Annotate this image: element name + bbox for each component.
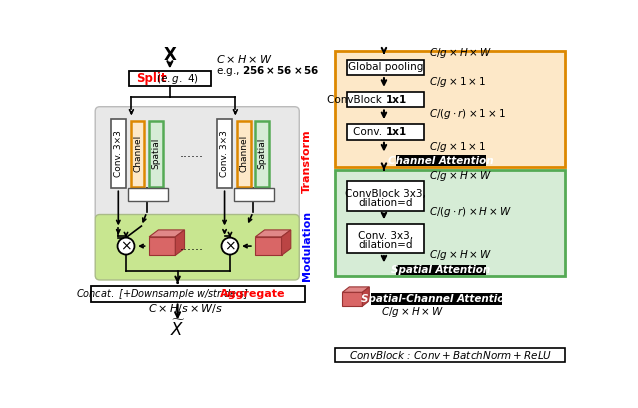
Text: $C/g\times 1\times 1$: $C/g\times 1\times 1$ [429,75,486,89]
Text: ConvBlock: ConvBlock [327,95,385,105]
Text: Channel Attention: Channel Attention [388,155,494,166]
Text: 1x1: 1x1 [385,95,407,105]
Text: Spatial: Spatial [258,138,267,169]
Text: Modulation: Modulation [302,211,312,281]
Polygon shape [343,287,369,292]
Text: Spatial-Channel Attention: Spatial-Channel Attention [361,294,512,304]
Text: Conv. 3×3: Conv. 3×3 [220,130,229,177]
Bar [347,60,424,75]
Text: Transform: Transform [302,130,312,193]
Bar [149,121,163,187]
Text: Channel: Channel [133,135,142,172]
Text: dilation=d: dilation=d [359,198,413,208]
Bar [396,155,486,166]
Text: ×: × [224,239,236,253]
Text: $C/g\times 1\times 1$: $C/g\times 1\times 1$ [429,140,486,154]
Text: $C/(g\cdot r)\times 1\times 1$: $C/(g\cdot r)\times 1\times 1$ [429,107,506,122]
Text: ......: ...... [179,239,204,253]
Text: $C\times H/s\times W/s$: $C\times H/s\times W/s$ [147,302,223,315]
Bar [237,121,251,187]
Bar [371,293,501,305]
Bar [128,188,168,202]
Bar [347,182,424,211]
Text: ConvBlock 3x3,: ConvBlock 3x3, [345,189,426,199]
Text: Spatial Attention: Spatial Attention [391,265,491,275]
Text: Aggregate: Aggregate [219,289,285,299]
Bar [255,121,269,187]
Text: $C/g\times H\times W$: $C/g\times H\times W$ [429,46,493,60]
FancyBboxPatch shape [95,107,299,221]
Text: Channel: Channel [239,135,248,172]
Polygon shape [281,230,291,255]
FancyBboxPatch shape [95,215,299,280]
Bar [91,286,305,302]
Text: e.g., $\mathbf{256\times56\times56}$: e.g., $\mathbf{256\times56\times56}$ [216,64,320,78]
Bar [347,124,424,140]
Text: 1x1: 1x1 [385,127,407,137]
Polygon shape [255,230,291,237]
Bar [336,51,565,167]
Text: $C/g\times H\times W$: $C/g\times H\times W$ [429,169,493,183]
Text: ×: × [120,239,132,253]
Text: dilation=d: dilation=d [359,240,413,251]
Text: $(e.g.\ 4)$: $(e.g.\ 4)$ [156,72,199,86]
Text: $C\times H\times W$: $C\times H\times W$ [216,53,273,65]
Bar [396,264,486,275]
Polygon shape [175,230,184,255]
Text: $\widetilde{X}$: $\widetilde{X}$ [170,319,186,339]
Polygon shape [149,230,184,237]
Bar [336,170,565,276]
Bar [131,121,144,187]
Text: $C/g\times H\times W$: $C/g\times H\times W$ [381,304,444,319]
Polygon shape [343,292,362,306]
Text: Conv.: Conv. [353,127,385,137]
Circle shape [221,237,239,255]
Bar [129,71,211,86]
Polygon shape [362,287,369,306]
Text: $Concat.$ [+Downsample w/stride $s$]: $Concat.$ [+Downsample w/stride $s$] [76,287,249,301]
Text: $C/g\times H\times W$: $C/g\times H\times W$ [429,248,493,262]
Text: ......: ...... [179,147,204,160]
Bar [110,119,126,188]
Polygon shape [149,237,175,255]
Polygon shape [255,237,281,255]
Bar [234,188,274,202]
Circle shape [117,237,135,255]
Text: Split: Split [136,72,167,85]
Bar [217,119,232,188]
Text: Conv. 3×3: Conv. 3×3 [114,130,122,177]
Text: Conv. 3x3,: Conv. 3x3, [358,231,413,241]
Bar [336,348,565,361]
Text: Global pooling: Global pooling [348,62,423,73]
Text: Spatial: Spatial [152,138,161,169]
Bar [347,92,424,107]
Text: ConvBlock : $Conv+BatchNorm+ReLU$: ConvBlock : $Conv+BatchNorm+ReLU$ [348,349,552,361]
Text: $C/(g\cdot r)\times H\times W$: $C/(g\cdot r)\times H\times W$ [429,205,512,219]
Text: $\mathbf{X}$: $\mathbf{X}$ [163,46,177,64]
Bar [347,224,424,253]
